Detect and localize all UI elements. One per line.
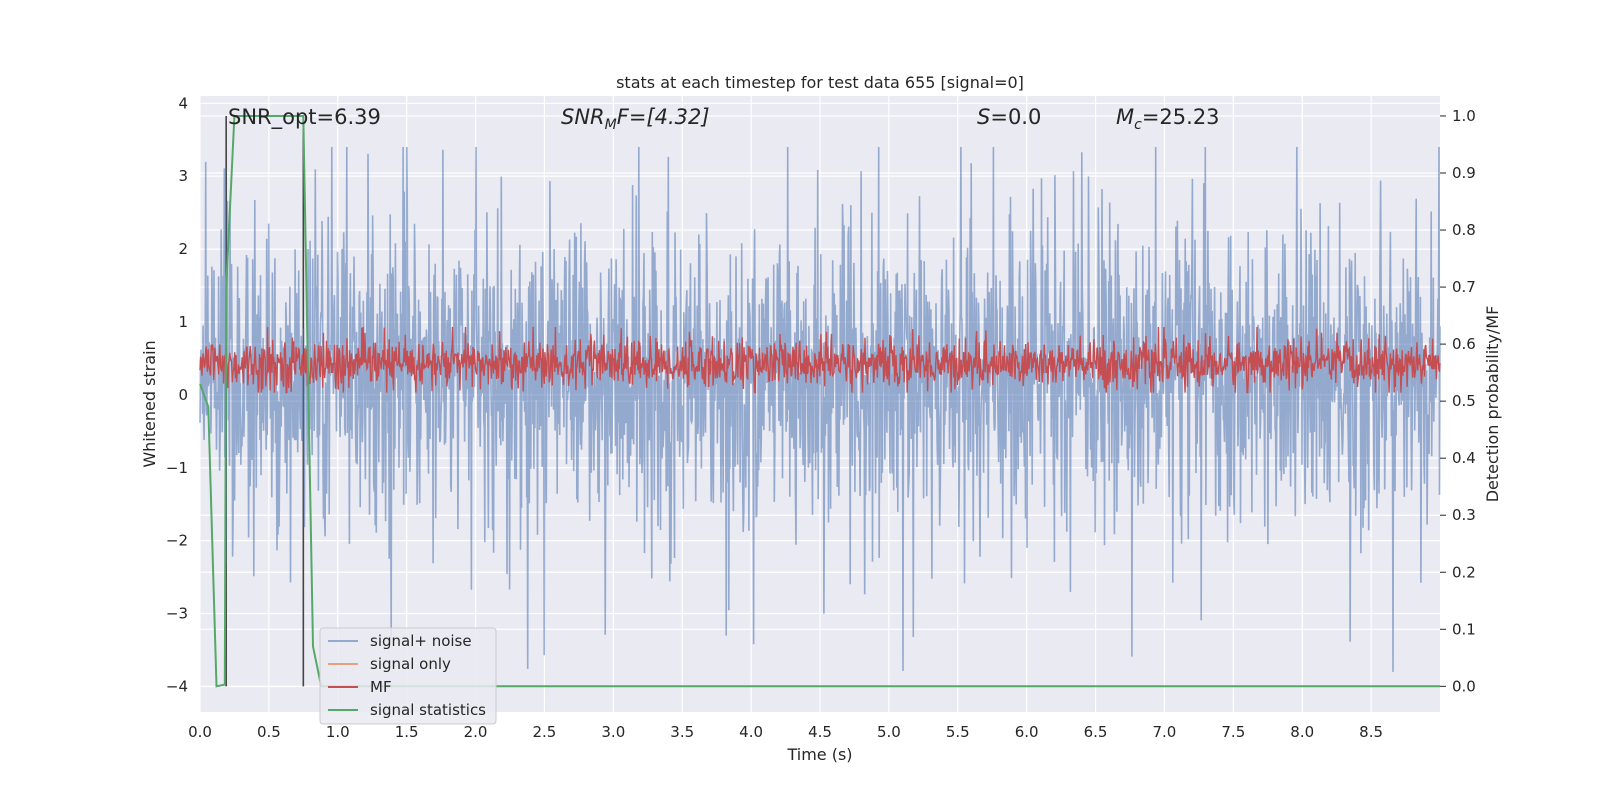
x-tick-label: 8.0 bbox=[1290, 723, 1314, 741]
annotation-s: S=0.0 bbox=[977, 105, 1041, 129]
y-left-tick-label: −3 bbox=[166, 605, 188, 623]
y-right-tick-label: 0.5 bbox=[1452, 392, 1476, 410]
legend-label-signal-only: signal only bbox=[370, 655, 451, 673]
x-tick-label: 2.5 bbox=[533, 723, 557, 741]
legend-label-mf: MF bbox=[370, 678, 392, 696]
grid bbox=[199, 96, 1440, 712]
y-right-tick-label: 0.1 bbox=[1452, 620, 1476, 638]
x-tick-label: 7.5 bbox=[1221, 723, 1245, 741]
y-axis-label-left: Whitened strain bbox=[140, 340, 159, 467]
y-left-tick-label: 3 bbox=[178, 167, 188, 185]
y-right-tick-label: 0.2 bbox=[1452, 563, 1476, 581]
x-tick-label: 6.0 bbox=[1015, 723, 1039, 741]
y-right-tick-label: 0.8 bbox=[1452, 221, 1476, 239]
y-left-tick-label: 0 bbox=[178, 386, 188, 404]
annotation-snr-opt: SNR_opt=6.39 bbox=[228, 105, 381, 130]
y-left-tick-label: 1 bbox=[178, 313, 188, 331]
y-right-tick-label: 1.0 bbox=[1452, 107, 1476, 125]
y-right-tick-label: 0.6 bbox=[1452, 335, 1476, 353]
x-tick-label: 1.5 bbox=[395, 723, 419, 741]
y-left-tick-label: −2 bbox=[166, 532, 188, 550]
y-right-tick-label: 0.3 bbox=[1452, 506, 1476, 524]
x-tick-label: 3.0 bbox=[601, 723, 625, 741]
y-right-tick-label: 0.7 bbox=[1452, 278, 1476, 296]
x-tick-label: 0.0 bbox=[188, 723, 212, 741]
series-layer bbox=[199, 115, 1441, 688]
x-tick-label: 2.0 bbox=[464, 723, 488, 741]
x-tick-label: 4.0 bbox=[739, 723, 763, 741]
annotation-mc: Mc=25.23 bbox=[1116, 105, 1220, 133]
y-axis-label-right: Detection probability/MF bbox=[1483, 306, 1502, 503]
y-left-tick-label: 4 bbox=[178, 94, 188, 112]
series-signal-noise bbox=[199, 146, 1441, 672]
series-mf bbox=[199, 326, 1441, 394]
x-tick-label: 0.5 bbox=[257, 723, 281, 741]
legend: signal+ noise signal only MF signal stat… bbox=[319, 627, 497, 725]
x-tick-label: 8.5 bbox=[1359, 723, 1383, 741]
x-axis-label: Time (s) bbox=[786, 745, 852, 764]
x-tick-label: 7.0 bbox=[1153, 723, 1177, 741]
y-left-tick-label: −1 bbox=[166, 459, 188, 477]
series-signal-statistics bbox=[199, 115, 1440, 688]
x-tick-label: 3.5 bbox=[670, 723, 694, 741]
y-right-tick-label: 0.0 bbox=[1452, 677, 1476, 695]
y-right-tick-label: 0.9 bbox=[1452, 164, 1476, 182]
chart-title: stats at each timestep for test data 655… bbox=[616, 73, 1024, 92]
x-tick-label: 4.5 bbox=[808, 723, 832, 741]
x-tick-label: 1.0 bbox=[326, 723, 350, 741]
x-tick-label: 5.5 bbox=[946, 723, 970, 741]
y-left-tick-label: 2 bbox=[178, 240, 188, 258]
y-right-tick-label: 0.4 bbox=[1452, 449, 1476, 467]
y-left-tick-label: −4 bbox=[166, 677, 188, 695]
legend-label-signal-statistics: signal statistics bbox=[370, 701, 486, 719]
annotation-snr-mf: SNRMF=[4.32] bbox=[561, 105, 710, 133]
x-tick-label: 5.0 bbox=[877, 723, 901, 741]
x-tick-label: 6.5 bbox=[1084, 723, 1108, 741]
ticks: 0.0 0.5 1.0 1.5 2.0 2.5 3.0 3.5 4.0 4.5 5.0 5.5 6.0 6… bbox=[166, 94, 1476, 741]
legend-box bbox=[319, 627, 497, 725]
legend-label-signal-noise: signal+ noise bbox=[370, 632, 472, 650]
